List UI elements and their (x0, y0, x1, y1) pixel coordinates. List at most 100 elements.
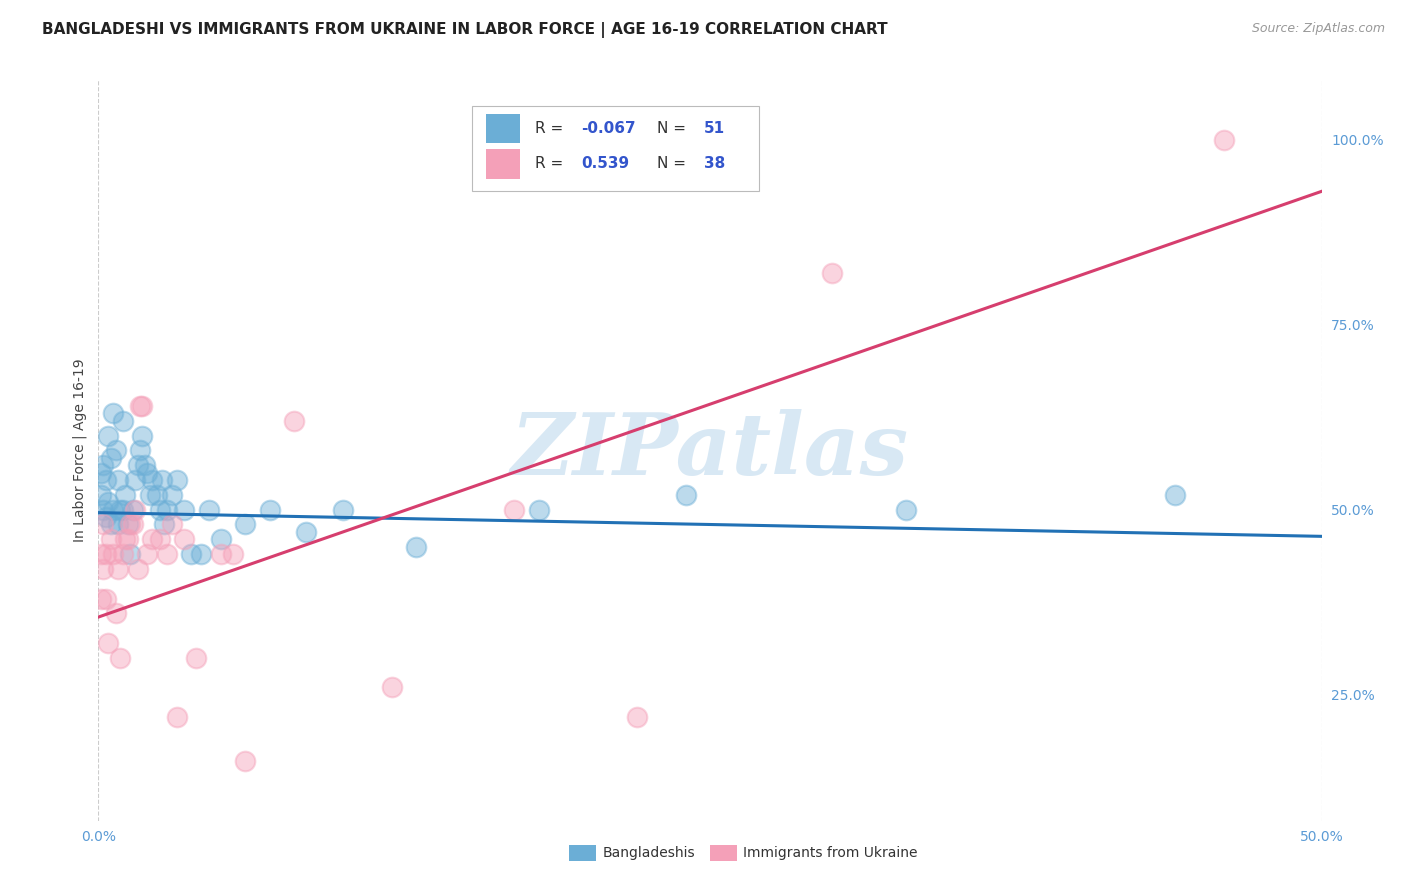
Point (626, 710, 648, 724)
Point (97, 428, 120, 442)
Text: R =: R = (536, 121, 568, 136)
Point (222, 547, 245, 561)
Point (131, 399, 153, 413)
Point (94, 510, 117, 524)
Text: N =: N = (658, 121, 692, 136)
Point (114, 488, 136, 502)
Point (150, 473, 173, 487)
Point (117, 533, 139, 547)
Point (527, 502, 550, 516)
Text: 51: 51 (704, 121, 725, 136)
Point (114, 533, 136, 547)
Point (894, 502, 917, 516)
Point (117, 517, 139, 532)
Text: 38: 38 (704, 156, 725, 171)
Point (153, 517, 176, 532)
Point (173, 502, 195, 516)
Point (91, 562, 114, 576)
Point (100, 450, 122, 465)
Point (94, 547, 117, 561)
Point (100, 533, 122, 547)
Point (94, 591, 117, 606)
Point (134, 458, 156, 473)
Point (146, 488, 169, 502)
Point (139, 488, 162, 502)
Text: 0.539: 0.539 (582, 156, 630, 171)
Point (166, 710, 188, 724)
Point (91, 458, 114, 473)
Point (91, 502, 114, 516)
Point (110, 650, 132, 665)
Point (111, 414, 134, 428)
Point (136, 547, 159, 561)
Point (283, 414, 305, 428)
Point (120, 517, 142, 532)
Point (120, 547, 142, 561)
Point (160, 517, 183, 532)
Point (141, 473, 163, 487)
Point (94, 473, 117, 487)
Y-axis label: In Labor Force | Age 16-19: In Labor Force | Age 16-19 (73, 359, 87, 542)
Bar (486, 149, 520, 178)
Point (136, 466, 159, 480)
Point (129, 443, 152, 458)
Point (131, 428, 153, 442)
Point (186, 650, 208, 665)
Point (180, 547, 202, 561)
Point (127, 562, 149, 576)
Point (107, 517, 129, 532)
Point (675, 488, 697, 502)
Point (405, 540, 427, 554)
Bar (710, 845, 737, 862)
Point (90, 488, 112, 502)
Point (209, 533, 232, 547)
Bar (569, 845, 596, 862)
Point (107, 473, 129, 487)
Point (90, 547, 112, 561)
Text: Immigrants from Ukraine: Immigrants from Ukraine (742, 847, 918, 860)
Point (91, 517, 114, 532)
Text: BANGLADESHI VS IMMIGRANTS FROM UKRAINE IN LABOR FORCE | AGE 16-19 CORRELATION CH: BANGLADESHI VS IMMIGRANTS FROM UKRAINE I… (42, 22, 887, 38)
Point (101, 407, 124, 421)
Point (101, 547, 124, 561)
Point (124, 502, 146, 516)
Point (90, 466, 112, 480)
Point (821, 266, 844, 280)
Point (1212, 132, 1234, 146)
Point (295, 524, 318, 539)
Point (141, 533, 163, 547)
Point (173, 533, 195, 547)
Point (197, 502, 219, 516)
Point (111, 547, 134, 561)
Text: ZIPatlas: ZIPatlas (510, 409, 910, 492)
Bar (486, 113, 520, 144)
Text: N =: N = (658, 156, 692, 171)
Text: Source: ZipAtlas.com: Source: ZipAtlas.com (1251, 22, 1385, 36)
Point (166, 473, 188, 487)
Point (100, 517, 122, 532)
Point (121, 502, 143, 516)
Point (97, 495, 120, 509)
Point (160, 488, 183, 502)
Point (97, 636, 120, 650)
Point (104, 443, 127, 458)
FancyBboxPatch shape (471, 106, 759, 191)
Point (503, 502, 526, 516)
Point (90, 591, 112, 606)
Point (381, 681, 404, 695)
Text: Bangladeshis: Bangladeshis (602, 847, 695, 860)
Point (104, 607, 127, 621)
Point (111, 502, 134, 516)
Point (209, 547, 232, 561)
Text: -0.067: -0.067 (582, 121, 637, 136)
Point (233, 517, 256, 532)
Point (190, 547, 212, 561)
Point (332, 502, 354, 516)
Text: R =: R = (536, 156, 574, 171)
Point (107, 562, 129, 576)
Point (233, 755, 256, 769)
Point (156, 502, 179, 516)
Point (1164, 488, 1187, 502)
Point (129, 399, 152, 413)
Point (101, 502, 124, 516)
